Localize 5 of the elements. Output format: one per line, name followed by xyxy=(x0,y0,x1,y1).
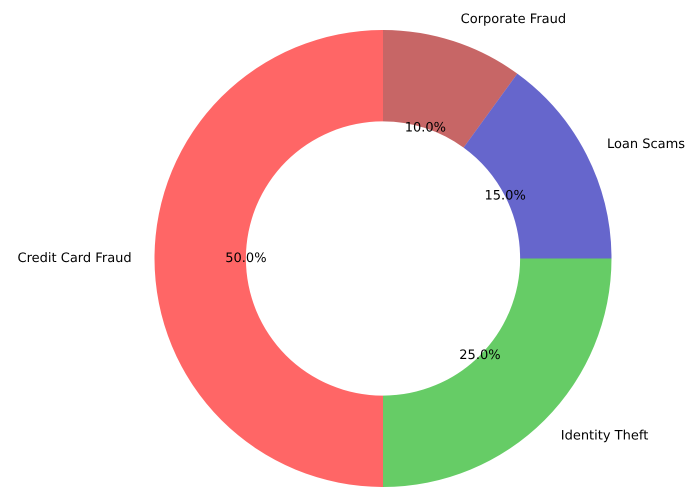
data-label: 50.0% xyxy=(225,250,267,266)
slice-label: Corporate Fraud xyxy=(460,12,566,27)
slice-label: Identity Theft xyxy=(560,428,648,444)
slice-label: Loan Scams xyxy=(606,136,686,152)
slice-label: Credit Card Fraud xyxy=(18,250,132,266)
